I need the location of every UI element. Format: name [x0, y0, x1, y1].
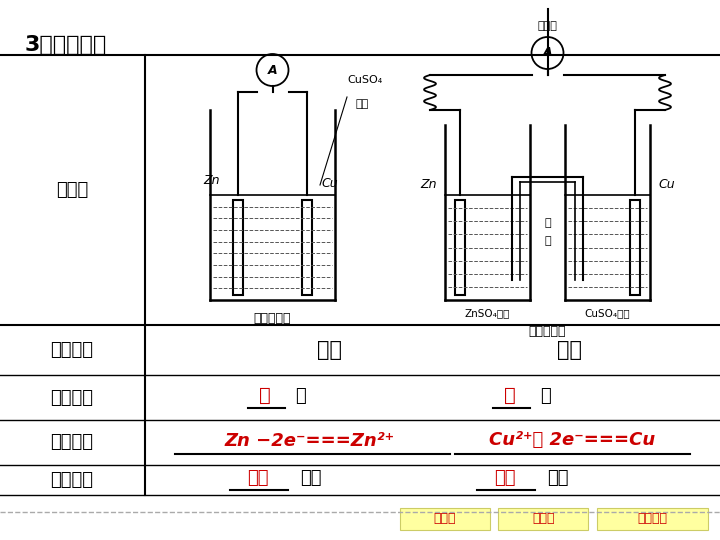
Text: Cu: Cu	[658, 179, 675, 192]
Text: 铜: 铜	[504, 386, 516, 405]
Text: 微专题八: 微专题八	[638, 512, 667, 525]
Text: Zn: Zn	[204, 174, 220, 187]
Text: CuSO₄: CuSO₄	[347, 75, 382, 85]
Text: 3．工作原理: 3．工作原理	[25, 35, 107, 55]
Text: A: A	[543, 46, 552, 59]
Text: CuSO₄溶液: CuSO₄溶液	[585, 308, 630, 318]
Text: 反应: 反应	[300, 469, 322, 487]
Text: 单液原电池: 单液原电池	[253, 312, 292, 325]
Bar	[630, 200, 640, 295]
Text: 正极: 正极	[557, 340, 582, 360]
Bar	[455, 200, 465, 295]
Text: 电极反应: 电极反应	[50, 434, 94, 451]
Text: 氧化: 氧化	[247, 469, 269, 487]
Text: 还原: 还原	[494, 469, 516, 487]
Text: 电流表: 电流表	[538, 21, 557, 31]
FancyBboxPatch shape	[400, 508, 490, 530]
Text: 双液原电池: 双液原电池	[528, 325, 566, 338]
Text: 片: 片	[295, 387, 306, 404]
Text: A: A	[268, 64, 277, 77]
Bar	[233, 200, 243, 295]
Text: 桥: 桥	[544, 237, 551, 246]
Text: 盐: 盐	[544, 219, 551, 228]
Text: ZnSO₄溶液: ZnSO₄溶液	[465, 308, 510, 318]
Text: 考点一: 考点一	[433, 512, 456, 525]
Text: Cu²⁺＋ 2e⁻===Cu: Cu²⁺＋ 2e⁻===Cu	[489, 431, 655, 449]
Text: 装置图: 装置图	[56, 181, 88, 199]
Text: 负极: 负极	[318, 340, 343, 360]
Text: Zn −2e⁻===Zn²⁺: Zn −2e⁻===Zn²⁺	[225, 431, 395, 449]
Text: 锌: 锌	[259, 386, 271, 405]
Text: 溶液: 溶液	[355, 99, 368, 109]
Text: Zn: Zn	[420, 179, 437, 192]
FancyBboxPatch shape	[597, 508, 708, 530]
Text: 反应类型: 反应类型	[50, 471, 94, 489]
Text: Cu: Cu	[321, 177, 338, 190]
Bar	[302, 200, 312, 295]
Text: 考点二: 考点二	[532, 512, 554, 525]
Text: 电极材料: 电极材料	[50, 388, 94, 407]
Text: 反应: 反应	[547, 469, 569, 487]
FancyBboxPatch shape	[498, 508, 588, 530]
Text: 电极名称: 电极名称	[50, 341, 94, 359]
Text: 片: 片	[540, 387, 551, 404]
